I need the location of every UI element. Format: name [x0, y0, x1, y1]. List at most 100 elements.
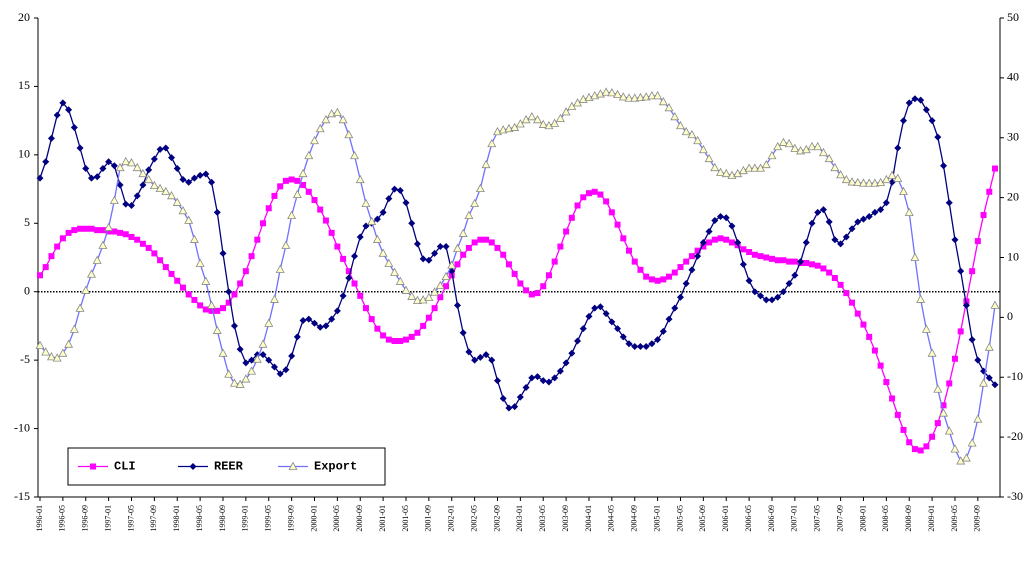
y2-tick-label: 40: [1007, 70, 1019, 84]
data-point: [940, 162, 948, 170]
data-point: [773, 141, 783, 151]
data-point: [127, 201, 135, 209]
data-point: [516, 393, 524, 401]
x-tick-label: 2002-09: [492, 505, 501, 532]
data-point: [807, 141, 817, 151]
data-point: [77, 225, 84, 232]
data-point: [711, 217, 719, 225]
data-point: [305, 315, 313, 323]
data-point: [601, 87, 611, 96]
data-point: [276, 370, 284, 378]
data-point: [402, 336, 409, 343]
data-point: [195, 258, 205, 267]
data-point: [837, 281, 844, 288]
data-point: [888, 178, 896, 186]
data-point: [157, 257, 164, 264]
data-point: [642, 342, 650, 350]
x-tick-label: 2006-09: [767, 505, 776, 532]
x-tick-label: 2000-01: [309, 505, 318, 532]
data-point: [738, 165, 748, 175]
data-point: [705, 227, 713, 235]
data-point: [470, 198, 480, 208]
data-point: [379, 208, 387, 216]
data-point: [985, 374, 993, 382]
data-point: [819, 206, 827, 214]
data-point: [551, 258, 558, 265]
data-point: [550, 118, 560, 127]
y-tick-label: -10: [14, 420, 30, 434]
data-point: [459, 329, 467, 337]
data-point: [944, 426, 954, 435]
data-point: [413, 240, 421, 248]
data-point: [523, 287, 530, 294]
data-point: [613, 89, 623, 99]
data-point: [144, 174, 154, 184]
data-point: [294, 177, 301, 184]
data-point: [156, 145, 164, 153]
data-point: [378, 248, 388, 257]
data-point: [950, 444, 960, 453]
data-point: [916, 294, 926, 303]
data-point: [357, 292, 364, 299]
data-point: [561, 107, 571, 116]
data-point: [568, 214, 575, 221]
data-point: [671, 269, 678, 276]
data-point: [452, 243, 462, 252]
data-point: [700, 243, 707, 250]
data-point: [843, 290, 850, 297]
data-point: [372, 234, 382, 243]
x-tick-label: 2008-01: [858, 505, 867, 532]
data-point: [162, 264, 169, 271]
data-point: [967, 438, 977, 447]
data-point: [591, 304, 599, 312]
data-point: [831, 236, 839, 244]
data-point: [579, 325, 587, 333]
x-tick-label: 2001-09: [424, 505, 433, 532]
data-point: [172, 197, 182, 206]
data-point: [968, 336, 976, 344]
y2-tick-label: -20: [1007, 429, 1023, 443]
y-tick-label: 0: [24, 283, 30, 297]
data-point: [99, 227, 106, 234]
legend-marker: [288, 461, 298, 470]
data-point: [991, 381, 999, 389]
data-point: [442, 243, 450, 251]
data-point: [92, 255, 102, 264]
data-point: [65, 229, 72, 236]
data-point: [435, 280, 445, 290]
data-point: [877, 362, 884, 369]
data-point: [836, 170, 846, 179]
data-point: [563, 228, 570, 235]
data-point: [104, 222, 114, 231]
data-point: [322, 217, 329, 224]
x-tick-label: 2009-05: [950, 505, 959, 532]
data-point: [367, 216, 377, 225]
data-point: [841, 174, 851, 184]
data-point: [316, 323, 324, 331]
data-point: [979, 378, 989, 387]
data-point: [814, 262, 821, 269]
data-point: [694, 252, 702, 260]
data-point: [717, 212, 725, 220]
data-point: [237, 280, 244, 287]
data-point: [277, 183, 284, 190]
data-point: [476, 353, 484, 361]
data-point: [483, 236, 490, 243]
data-point: [722, 214, 730, 222]
data-point: [202, 306, 209, 313]
data-point: [37, 272, 43, 279]
legend-label: REER: [214, 460, 244, 474]
data-point: [921, 324, 931, 333]
data-point: [557, 243, 564, 250]
data-point: [906, 439, 913, 446]
data-point: [660, 276, 667, 283]
data-point: [900, 117, 908, 125]
data-point: [608, 209, 615, 216]
data-point: [139, 240, 146, 247]
data-point: [391, 185, 399, 193]
data-point: [980, 212, 987, 219]
data-point: [52, 353, 62, 362]
data-point: [305, 188, 312, 195]
data-point: [127, 158, 136, 167]
data-point: [46, 352, 56, 361]
